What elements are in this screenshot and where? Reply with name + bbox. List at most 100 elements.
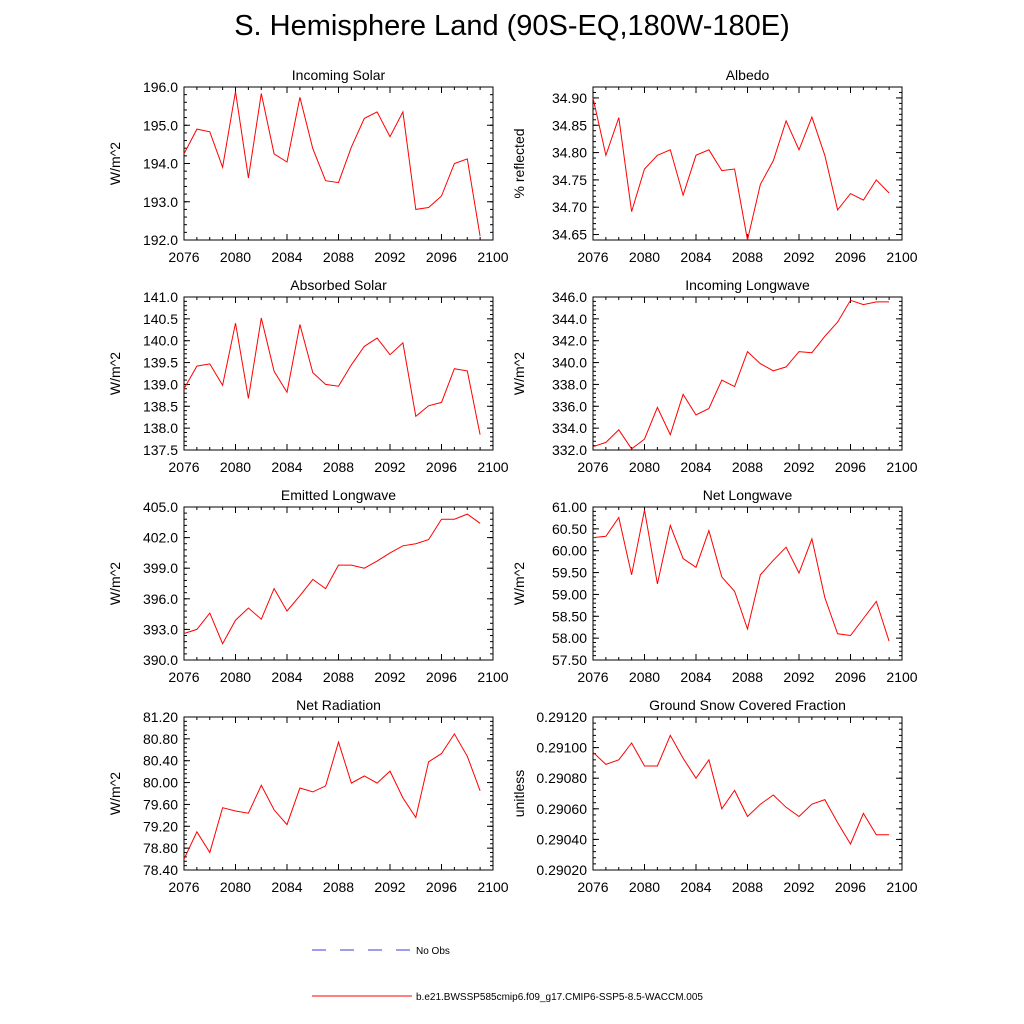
y-tick-label: 399.0	[143, 560, 178, 576]
panel-title: Net Radiation	[296, 697, 381, 713]
x-tick-label: 2080	[220, 249, 251, 265]
y-tick-label: 139.0	[143, 376, 178, 392]
x-tick-label: 2088	[323, 669, 354, 685]
x-tick-label: 2076	[168, 459, 199, 475]
x-tick-label: 2096	[426, 249, 457, 265]
plot-frame	[183, 296, 494, 451]
x-tick-label: 2088	[732, 459, 763, 475]
plot-frame	[592, 86, 903, 241]
plot-frame	[592, 506, 903, 661]
x-tick-label: 2096	[835, 879, 866, 895]
x-tick-label: 2088	[323, 249, 354, 265]
x-tick-label: 2088	[732, 669, 763, 685]
x-tick-label: 2092	[783, 879, 814, 895]
panel-title: Albedo	[726, 67, 770, 83]
y-tick-label: 139.5	[143, 355, 178, 371]
series-line	[592, 299, 890, 450]
series-line	[183, 317, 481, 435]
y-tick-label: 405.0	[143, 499, 178, 515]
series-line	[183, 513, 481, 645]
x-tick-label: 2100	[477, 669, 508, 685]
x-tick-label: 2088	[323, 459, 354, 475]
x-tick-label: 2096	[835, 249, 866, 265]
y-tick-label: 60.50	[552, 521, 587, 537]
x-tick-label: 2096	[426, 669, 457, 685]
y-tick-label: 59.50	[552, 565, 587, 581]
x-tick-label: 2076	[577, 669, 608, 685]
y-tick-label: 137.5	[143, 442, 178, 458]
series-line	[592, 97, 890, 241]
x-tick-label: 2076	[168, 249, 199, 265]
x-tick-label: 2088	[323, 879, 354, 895]
y-tick-label: 80.40	[143, 753, 178, 769]
y-axis-label: W/m^2	[107, 352, 123, 395]
plot-frame	[183, 506, 494, 661]
y-tick-label: 61.00	[552, 499, 587, 515]
y-tick-label: 79.60	[143, 796, 178, 812]
x-tick-label: 2080	[220, 669, 251, 685]
y-tick-label: 196.0	[143, 79, 178, 95]
x-tick-label: 2100	[477, 249, 508, 265]
plot-frame	[592, 296, 903, 451]
y-tick-label: 34.65	[552, 227, 587, 243]
y-tick-label: 334.0	[552, 420, 587, 436]
y-tick-label: 193.0	[143, 194, 178, 210]
y-tick-label: 80.00	[143, 775, 178, 791]
x-tick-label: 2096	[835, 669, 866, 685]
x-tick-label: 2084	[271, 459, 302, 475]
panel-incoming-solar: Incoming Solar W/m^2 2076 2080 2084 2088 2092 2…	[107, 67, 509, 265]
panel-incoming-longwave: Incoming Longwave W/m^2 2076 2080 2084 2088 20…	[511, 277, 918, 475]
y-tick-label: 346.0	[552, 289, 587, 305]
series-line	[183, 91, 481, 237]
y-tick-label: 0.29120	[536, 709, 587, 725]
panel-title: Incoming Longwave	[685, 277, 810, 293]
y-tick-label: 59.00	[552, 586, 587, 602]
y-tick-label: 78.40	[143, 862, 178, 878]
panel-title: Emitted Longwave	[281, 487, 396, 503]
x-tick-label: 2076	[577, 249, 608, 265]
panels: Incoming Solar W/m^2 2076 2080 2084 2088 2092 2…	[107, 67, 918, 895]
x-tick-label: 2084	[271, 669, 302, 685]
panel-albedo: Albedo % reflected 2076 2080 2084 2088 2092 209…	[511, 67, 918, 265]
x-tick-label: 2080	[629, 459, 660, 475]
y-axis-label: % reflected	[511, 128, 527, 198]
y-tick-label: 195.0	[143, 117, 178, 133]
x-tick-label: 2084	[680, 669, 711, 685]
x-tick-label: 2096	[426, 459, 457, 475]
y-tick-label: 396.0	[143, 591, 178, 607]
y-tick-label: 140.0	[143, 333, 178, 349]
legend: No Obs b.e21.BWSSP585cmip6.f09_g17.CMIP6…	[312, 946, 703, 1003]
figure-title: S. Hemisphere Land (90S-EQ,180W-180E)	[234, 10, 790, 42]
x-tick-label: 2092	[374, 249, 405, 265]
y-tick-label: 340.0	[552, 355, 587, 371]
x-tick-label: 2080	[629, 249, 660, 265]
x-tick-label: 2100	[886, 459, 917, 475]
panel-emitted-longwave: Emitted Longwave W/m^2 2076 2080 2084 2088 209…	[107, 487, 509, 685]
x-tick-label: 2096	[835, 459, 866, 475]
y-tick-label: 34.80	[552, 145, 587, 161]
y-tick-label: 338.0	[552, 376, 587, 392]
panel-absorbed-solar: Absorbed Solar W/m^2 2076 2080 2084 2088 2092 2…	[107, 277, 509, 475]
legend-obs-label: No Obs	[416, 946, 450, 957]
y-tick-label: 60.00	[552, 543, 587, 559]
x-tick-label: 2080	[220, 879, 251, 895]
y-tick-label: 192.0	[143, 232, 178, 248]
series-line	[592, 510, 890, 642]
y-tick-label: 57.50	[552, 652, 587, 668]
x-tick-label: 2076	[577, 879, 608, 895]
y-axis-label: W/m^2	[107, 772, 123, 815]
x-tick-label: 2092	[783, 669, 814, 685]
y-tick-label: 34.70	[552, 199, 587, 215]
plot-frame	[183, 716, 494, 871]
x-tick-label: 2100	[886, 669, 917, 685]
y-tick-label: 80.80	[143, 731, 178, 747]
y-tick-label: 141.0	[143, 289, 178, 305]
series-line	[592, 734, 890, 846]
y-tick-label: 0.29040	[536, 831, 587, 847]
y-tick-label: 58.00	[552, 630, 587, 646]
y-tick-label: 194.0	[143, 156, 178, 172]
x-tick-label: 2092	[374, 459, 405, 475]
panel-title: Ground Snow Covered Fraction	[649, 697, 846, 713]
x-tick-label: 2076	[168, 669, 199, 685]
